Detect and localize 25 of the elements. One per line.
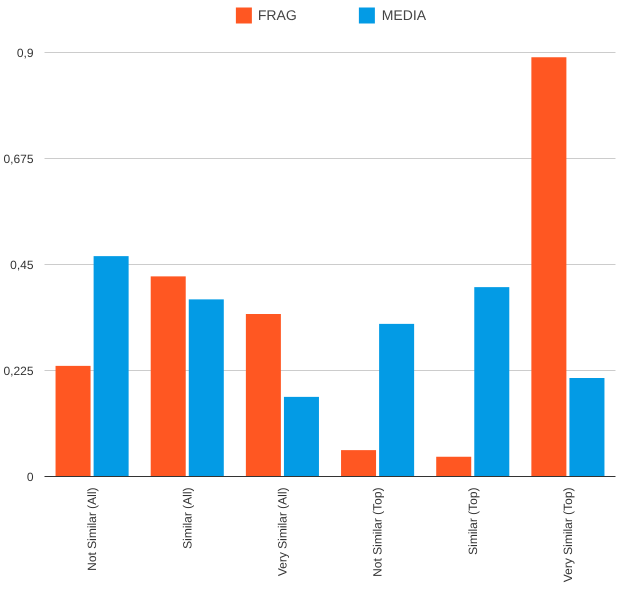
bar — [379, 324, 414, 476]
bar — [94, 256, 129, 476]
bar — [341, 450, 376, 476]
bar — [436, 456, 472, 476]
x-tick-label: Very Similar (All) — [275, 487, 290, 576]
legend-label: FRAG — [258, 7, 297, 23]
bar — [188, 299, 224, 476]
bar — [569, 378, 604, 476]
y-tick-label: 0,675 — [3, 152, 34, 166]
bar — [150, 276, 186, 476]
y-tick-label: 0,225 — [3, 364, 34, 378]
x-tick-label: Very Similar (Top) — [560, 487, 575, 582]
y-tick-label: 0 — [26, 470, 34, 484]
y-tick-label: 0,45 — [10, 258, 34, 272]
x-tick-label: Similar (Top) — [466, 487, 480, 555]
bar — [56, 366, 91, 476]
bar — [531, 57, 566, 476]
bar — [246, 314, 281, 476]
legend-label: MEDIA — [382, 7, 426, 23]
bar — [474, 287, 510, 476]
x-tick-label: Not Similar (All) — [85, 487, 100, 571]
y-tick-label: 0,9 — [16, 46, 34, 60]
bar — [284, 396, 319, 476]
x-tick-label: Similar (All) — [180, 487, 194, 549]
x-tick-label: Not Similar (Top) — [370, 487, 385, 577]
